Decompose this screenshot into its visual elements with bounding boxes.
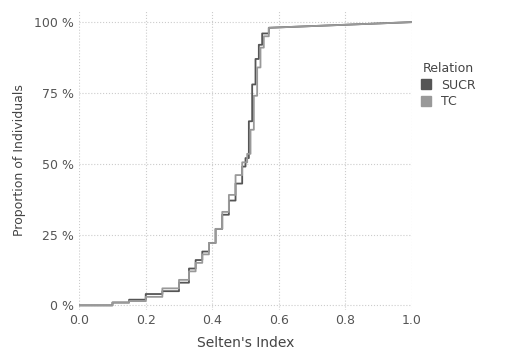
TC [143,295,149,299]
TC [244,160,250,165]
SUCR [212,241,219,245]
TC [251,127,257,132]
Legend: SUCR, TC: SUCR, TC [421,62,476,108]
SUCR [249,82,256,87]
TC [257,65,263,69]
SUCR [143,297,149,302]
TC [199,252,205,257]
SUCR [193,266,199,271]
TC [206,241,212,245]
TC [193,261,199,265]
SUCR [159,289,166,293]
TC [226,210,232,214]
TC [206,252,212,257]
SUCR [266,26,272,30]
SUCR [259,31,266,36]
SUCR [143,292,149,296]
TC [261,34,267,39]
TC [257,45,263,50]
SUCR [219,227,225,231]
TC [219,210,225,214]
SUCR [126,300,132,305]
TC [109,300,116,305]
SUCR [239,165,246,169]
TC [266,34,272,39]
SUCR [249,119,256,123]
SUCR [252,57,259,61]
TC [409,20,415,24]
SUCR [242,165,249,169]
SUCR [206,241,212,245]
SUCR [199,249,205,254]
TC [176,278,182,282]
SUCR [206,249,212,254]
Line: TC: TC [79,22,412,305]
SUCR [76,303,82,307]
TC [251,94,257,98]
SUCR [246,119,252,123]
SUCR [126,297,132,302]
SUCR [186,266,192,271]
SUCR [159,292,166,296]
Line: SUCR: SUCR [79,22,412,305]
TC [143,299,149,303]
SUCR [259,42,266,47]
Y-axis label: Proportion of Individuals: Proportion of Individuals [13,84,26,236]
TC [254,65,260,69]
TC [247,127,253,132]
TC [244,152,250,156]
SUCR [76,303,82,307]
SUCR [176,289,182,293]
SUCR [199,258,205,262]
TC [186,269,192,274]
TC [159,286,166,291]
TC [232,173,239,177]
SUCR [109,303,116,307]
X-axis label: Selten's Index: Selten's Index [197,336,294,350]
SUCR [226,212,232,217]
TC [219,227,225,231]
SUCR [186,280,192,285]
SUCR [252,82,259,87]
SUCR [239,181,246,186]
TC [239,160,246,165]
TC [212,241,219,245]
SUCR [109,300,116,305]
TC [226,193,232,197]
SUCR [266,31,272,36]
TC [247,152,253,156]
TC [76,303,82,307]
TC [266,26,272,30]
TC [239,173,246,177]
SUCR [232,198,239,203]
TC [109,303,116,307]
SUCR [226,198,232,203]
TC [199,261,205,265]
SUCR [212,227,219,231]
TC [176,286,182,291]
TC [126,299,132,303]
SUCR [256,42,262,47]
TC [212,227,219,231]
TC [193,269,199,274]
SUCR [219,212,225,217]
SUCR [256,57,262,61]
SUCR [193,258,199,262]
SUCR [232,181,239,186]
SUCR [246,156,252,160]
SUCR [242,156,249,160]
TC [261,45,267,50]
TC [232,193,239,197]
SUCR [176,280,182,285]
TC [159,295,166,299]
TC [126,300,132,305]
TC [76,303,82,307]
TC [254,94,260,98]
TC [186,278,192,282]
TC [76,303,82,307]
SUCR [409,20,415,24]
SUCR [76,303,82,307]
